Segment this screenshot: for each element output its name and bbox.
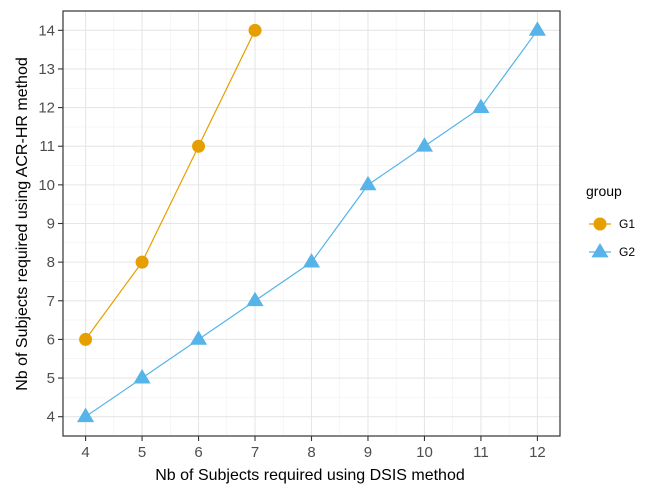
x-tick-label: 11 bbox=[473, 444, 489, 461]
y-tick-label: 14 bbox=[38, 22, 55, 39]
data-point bbox=[472, 98, 490, 113]
y-tick-label: 13 bbox=[38, 61, 55, 78]
x-axis-title: Nb of Subjects required using DSIS metho… bbox=[155, 467, 465, 484]
data-point bbox=[246, 291, 264, 307]
data-point bbox=[528, 21, 546, 36]
legend-title: group bbox=[586, 183, 622, 199]
x-tick-label: 4 bbox=[81, 444, 89, 461]
series-line bbox=[85, 30, 256, 340]
legend-label: G1 bbox=[619, 217, 635, 231]
legend-marker bbox=[591, 243, 609, 258]
legend: group G1 G2 bbox=[586, 183, 635, 259]
data-point bbox=[359, 175, 377, 191]
x-tick-label: 5 bbox=[138, 444, 146, 461]
y-tick-label: 7 bbox=[47, 293, 55, 310]
data-point bbox=[302, 253, 321, 268]
legend-item-g2: G2 bbox=[589, 243, 635, 259]
legend-items: G1 G2 bbox=[589, 217, 635, 259]
y-tick-label: 11 bbox=[39, 138, 55, 155]
x-tick-label: 12 bbox=[529, 444, 546, 461]
legend-label: G2 bbox=[619, 245, 635, 259]
y-tick-label: 8 bbox=[47, 254, 55, 271]
data-point bbox=[79, 332, 93, 346]
series-g2 bbox=[77, 21, 546, 423]
y-tick-label: 9 bbox=[47, 216, 55, 233]
major-gridlines bbox=[63, 11, 560, 436]
y-tick-label: 6 bbox=[47, 331, 55, 348]
y-tick-label: 5 bbox=[47, 370, 55, 387]
y-axis-title: Nb of Subjects required using ACR-HR met… bbox=[14, 57, 31, 391]
x-tick-label: 7 bbox=[251, 444, 259, 461]
data-point bbox=[415, 137, 434, 152]
series-layer bbox=[77, 21, 546, 423]
series-g1 bbox=[79, 23, 262, 346]
y-tick-label: 4 bbox=[47, 409, 55, 426]
legend-item-g1: G1 bbox=[589, 217, 635, 231]
data-point bbox=[248, 23, 262, 37]
x-tick-label: 9 bbox=[364, 444, 372, 461]
y-axis-ticks: 4 5 6 7 8 9 10 11 12 13 14 bbox=[38, 22, 63, 426]
data-point bbox=[133, 369, 151, 384]
x-tick-label: 10 bbox=[416, 444, 433, 461]
legend-marker bbox=[593, 217, 607, 231]
data-point bbox=[77, 407, 95, 423]
y-tick-label: 12 bbox=[38, 100, 55, 117]
x-tick-label: 6 bbox=[194, 444, 202, 461]
data-point bbox=[192, 139, 206, 153]
x-axis-ticks: 4 5 6 7 8 9 10 11 12 bbox=[81, 436, 546, 461]
x-tick-label: 8 bbox=[307, 444, 315, 461]
y-tick-label: 10 bbox=[38, 177, 55, 194]
data-point bbox=[135, 255, 149, 269]
data-point bbox=[189, 330, 208, 345]
